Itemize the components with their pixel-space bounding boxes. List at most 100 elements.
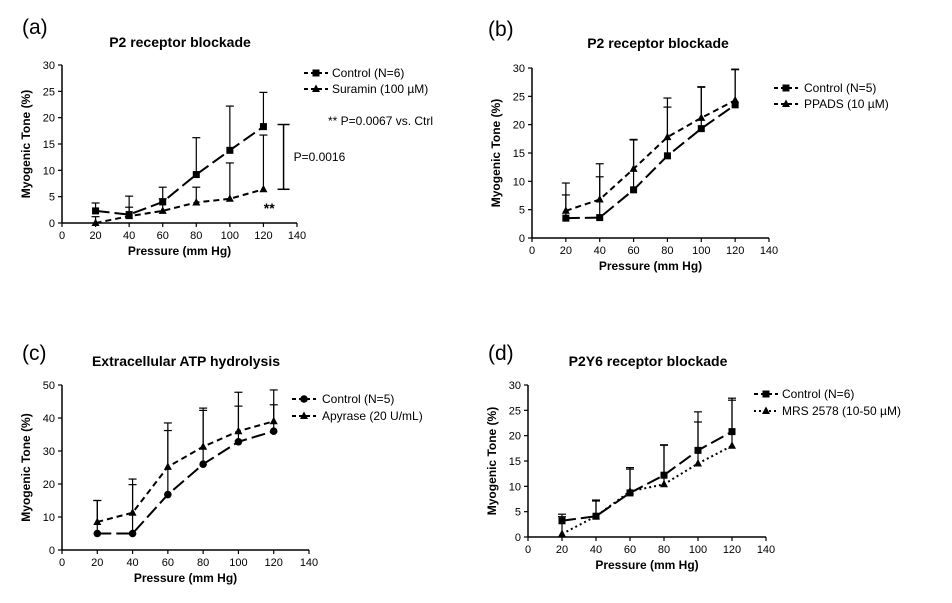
data-point (592, 511, 600, 520)
x-tick-label: 100 (692, 245, 710, 257)
legend-marker (300, 395, 308, 403)
x-tick-label: 140 (300, 557, 318, 569)
y-tick-label: 50 (43, 380, 55, 392)
data-point (596, 214, 604, 222)
y-tick-label: 40 (43, 413, 55, 425)
series-line (565, 99, 736, 212)
y-tick-label: 25 (513, 91, 525, 103)
x-tick-label: 40 (126, 557, 138, 569)
legend-label: PPADS (10 µM) (804, 97, 889, 111)
data-point (226, 146, 234, 154)
data-point (694, 459, 702, 467)
data-point (697, 125, 705, 133)
data-point (728, 441, 736, 449)
panel-c: (c) Extracellular ATP hydrolysis 0 20 40 60 80… (19, 342, 423, 585)
series-line (561, 444, 733, 535)
x-tick-label: 140 (757, 544, 775, 556)
data-point (259, 184, 268, 193)
x-tick-label: 120 (254, 230, 272, 242)
y-tick-label: 0 (49, 218, 55, 230)
data-point (91, 218, 100, 226)
data-point (93, 529, 102, 538)
series-line (97, 430, 275, 535)
x-tick-label: 40 (594, 245, 606, 257)
chart-title: P2Y6 receptor blockade (569, 353, 728, 369)
series-line (95, 125, 265, 216)
y-tick-label: 0 (515, 532, 521, 544)
y-tick-label: 25 (43, 86, 55, 98)
x-tick-label: 100 (229, 557, 247, 569)
series-1 (561, 68, 740, 222)
data-point (269, 427, 278, 436)
x-tick-label: 100 (221, 230, 239, 242)
data-point (731, 95, 740, 104)
chart-title: Extracellular ATP hydrolysis (92, 353, 280, 369)
panel-letter: (c) (22, 342, 47, 365)
y-tick-label: 30 (509, 380, 521, 392)
x-tick-label: 20 (89, 230, 101, 242)
y-tick-label: 15 (513, 148, 525, 160)
x-tick-label: 0 (529, 245, 535, 257)
x-tick-label: 20 (560, 245, 572, 257)
data-point (234, 437, 243, 446)
data-point (163, 462, 172, 470)
series-1 (93, 389, 278, 538)
data-point (660, 479, 668, 488)
x-tick-label: 40 (123, 230, 135, 242)
bracket-p-value: P=0.0016 (294, 150, 346, 164)
panel-letter: (a) (22, 16, 48, 39)
series-1 (91, 91, 268, 219)
x-tick-label: 120 (723, 544, 741, 556)
y-tick-label: 10 (509, 481, 521, 493)
x-tick-label: 80 (197, 557, 209, 569)
legend-label: MRS 2578 (10-50 µM) (782, 404, 901, 418)
legend-label: Suramin (100 µM) (332, 82, 428, 96)
series-line (561, 430, 733, 522)
x-tick-label: 60 (157, 230, 169, 242)
x-tick-label: 20 (556, 544, 568, 556)
panel-letter: (b) (488, 18, 514, 41)
legend-marker (782, 99, 790, 107)
y-tick-label: 5 (515, 507, 521, 519)
legend-label: Control (N=5) (804, 81, 876, 95)
y-tick-label: 5 (519, 205, 525, 217)
x-tick-label: 0 (59, 230, 65, 242)
legend-marker (300, 411, 308, 419)
series-2 (558, 399, 736, 537)
y-tick-label: 0 (519, 233, 525, 245)
y-tick-label: 30 (513, 63, 525, 75)
x-tick-label: 120 (265, 557, 283, 569)
series-2 (93, 404, 278, 525)
legend-label: Apyrase (20 U/mL) (322, 409, 423, 423)
series-line (565, 104, 736, 220)
y-axis-title: Myogenic Tone (%) (19, 90, 33, 198)
x-tick-label: 40 (590, 544, 602, 556)
data-point (234, 426, 243, 435)
y-tick-label: 20 (509, 431, 521, 443)
significance-note: ** P=0.0067 vs. Ctrl (328, 114, 433, 128)
x-axis-title: Pressure (mm Hg) (134, 571, 237, 585)
series-line (97, 420, 274, 523)
x-tick-label: 80 (658, 544, 670, 556)
y-tick-label: 15 (509, 456, 521, 468)
legend-label: Control (N=6) (332, 66, 404, 80)
y-axis-title: Myogenic Tone (%) (19, 413, 33, 521)
legend-label: Control (N=6) (782, 387, 854, 401)
panel-letter: (d) (488, 342, 514, 365)
data-point (199, 460, 207, 469)
data-point (125, 211, 134, 220)
y-tick-label: 10 (513, 176, 525, 188)
x-tick-label: 120 (726, 245, 744, 257)
data-point (199, 442, 208, 450)
x-axis-title: Pressure (mm Hg) (128, 244, 231, 258)
data-point (697, 113, 706, 121)
x-tick-label: 0 (525, 544, 531, 556)
data-point (626, 486, 634, 495)
significance-stars: ** (264, 200, 275, 216)
data-point (192, 197, 201, 206)
x-tick-label: 0 (59, 557, 65, 569)
